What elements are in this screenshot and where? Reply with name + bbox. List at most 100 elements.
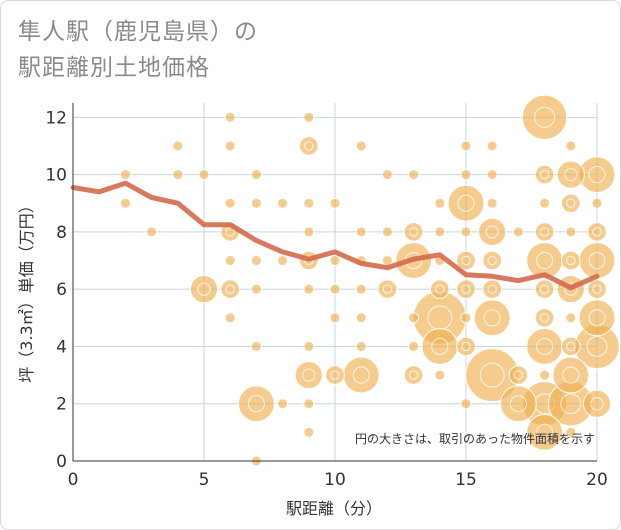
data-bubble [534,308,555,328]
data-bubble [552,356,590,394]
chart-title-line1: 隼人駅（鹿児島県）の [18,19,258,45]
data-bubble [299,136,319,156]
data-bubble [526,328,563,365]
data-bubble [403,365,424,385]
data-bubble [482,250,503,271]
data-bubble-inner-ring [408,227,419,237]
data-bubble [534,279,555,299]
data-bubble [303,111,315,123]
data-bubble [434,197,446,209]
data-bubble-inner-ring [302,368,316,382]
data-bubble [250,197,262,209]
x-tick-label: 0 [68,470,79,490]
data-bubble-inner-ring [588,309,606,327]
data-bubble-inner-ring [534,106,556,128]
data-bubble [460,169,472,181]
x-tick-label: 15 [455,470,477,490]
data-bubble [500,385,537,423]
data-bubble-inner-ring [435,284,445,294]
data-bubble [119,169,131,181]
data-bubble [224,255,236,267]
data-bubble [482,279,503,299]
data-bubble [329,312,341,324]
data-bubble [224,197,236,209]
data-bubble-inner-ring [352,366,370,384]
data-bubble [329,255,341,267]
data-bubble [534,164,555,185]
data-bubble-inner-ring [539,313,550,323]
data-bubble [355,340,367,352]
data-bubble [512,226,524,238]
data-bubble-inner-ring [513,370,524,380]
data-bubble [408,169,420,181]
bubble-size-note: 円の大きさは、取引のあった物件面積を示す [355,431,595,446]
data-bubble-inner-ring [592,227,602,237]
data-bubble-inner-ring [592,284,602,294]
bubble-layer [119,94,620,467]
data-bubble [381,169,393,181]
x-axis-label: 駅距離（分） [286,499,382,518]
data-bubble-inner-ring [564,282,578,296]
data-bubble [198,169,210,181]
data-bubble [460,226,472,238]
data-bubble [238,385,275,423]
data-bubble [250,340,262,352]
data-bubble [355,312,367,324]
data-bubble-inner-ring [485,225,499,239]
data-bubble [355,283,367,295]
data-bubble-inner-ring [408,370,419,380]
data-bubble [250,255,262,267]
data-bubble [303,283,315,295]
y-tick-label: 4 [56,337,67,357]
data-bubble [224,312,236,324]
data-bubble-inner-ring [509,395,527,413]
data-bubble [486,169,498,181]
data-bubble-inner-ring [461,341,471,352]
data-bubble [473,299,511,337]
data-bubble [381,226,393,238]
data-bubble [486,197,498,209]
data-bubble [578,299,616,337]
data-bubble [456,336,476,357]
data-bubble [556,160,585,189]
data-bubble [486,140,498,152]
data-bubble-inner-ring [431,337,449,355]
data-bubble-inner-ring [539,169,550,180]
data-bubble-inner-ring [225,284,235,294]
x-tick-label: 10 [324,470,346,490]
data-bubble [521,94,568,141]
data-bubble-inner-ring [539,227,550,237]
data-bubble [277,255,289,267]
data-bubble-inner-ring [457,194,475,212]
data-bubble [408,340,420,352]
trend-line-layer [70,180,600,291]
data-bubble [408,312,420,324]
data-bubble [561,336,581,357]
data-bubble [355,226,367,238]
data-bubble-inner-ring [487,284,497,294]
data-bubble [342,356,380,394]
axes-layer: 0 2 4 6 8 10 12 0 5 10 15 20 [45,103,608,490]
data-bubble [119,197,131,209]
data-bubble [565,312,577,324]
data-bubble-inner-ring [536,423,554,441]
data-bubble [303,426,315,438]
data-bubble [355,140,367,152]
data-bubble [460,140,472,152]
data-bubble [329,197,341,209]
data-bubble-inner-ring [461,284,471,294]
data-bubble [277,398,289,410]
data-bubble-inner-ring [479,362,505,388]
x-tick-label: 5 [199,470,210,490]
data-bubble-inner-ring [566,198,576,208]
data-bubble-inner-ring [588,166,606,184]
data-bubble [508,365,529,385]
data-bubble-inner-ring [536,337,554,355]
data-bubble-inner-ring [590,397,604,411]
data-bubble [565,226,577,238]
y-tick-label: 0 [56,452,67,472]
data-bubble-inner-ring [225,227,235,237]
data-bubble-inner-ring [483,309,501,327]
data-bubble-inner-ring [566,255,576,266]
